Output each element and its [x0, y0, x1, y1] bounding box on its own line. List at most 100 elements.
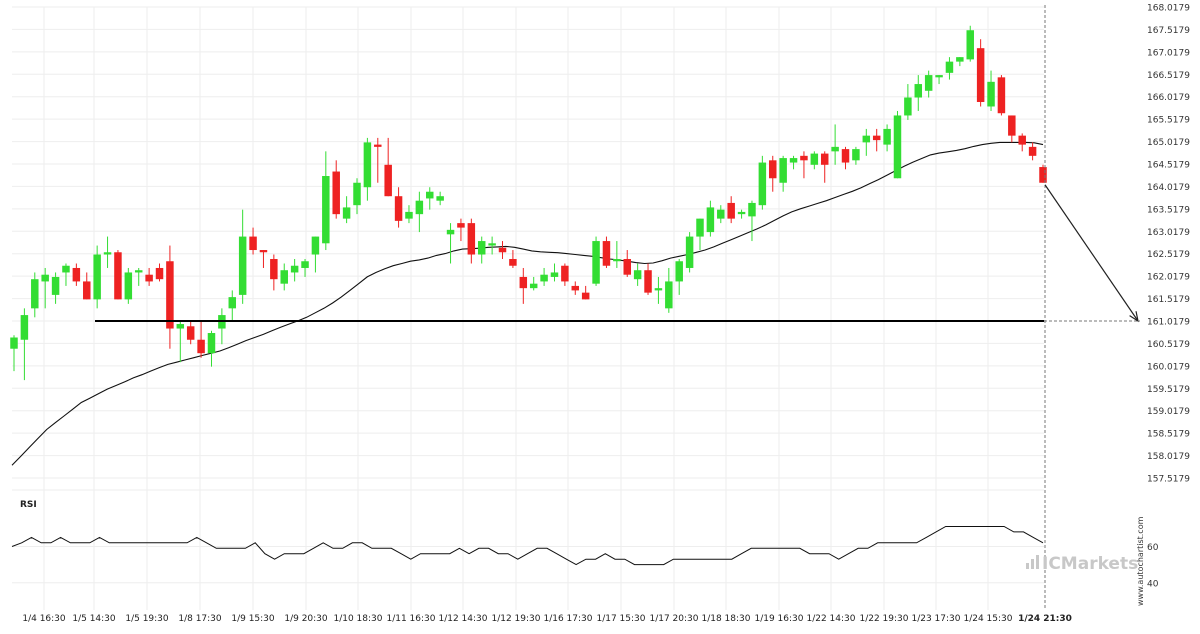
time-tick-label: 1/22 14:30 [806, 614, 855, 624]
candle-bullish [665, 281, 673, 309]
candle-bullish [103, 252, 112, 255]
time-tick-label: 1/16 17:30 [543, 614, 592, 624]
price-tick-label: 161.0179 [1147, 318, 1190, 328]
candle-bullish [696, 218, 704, 237]
candle-bullish [20, 315, 29, 340]
rsi-line [11, 526, 1044, 566]
candle-bullish [415, 200, 424, 215]
candle-bullish [748, 202, 756, 217]
watermark-logo-bar [1031, 559, 1034, 569]
time-tick-label: 1/12 19:30 [491, 614, 540, 624]
time-tick-label: 1/24 15:30 [963, 614, 1012, 624]
time-tick-label: 1/10 18:30 [333, 614, 382, 624]
candles [10, 25, 1047, 381]
price-tick-label: 167.5179 [1147, 26, 1190, 36]
candle-bullish [405, 211, 413, 219]
candle-bearish [769, 160, 777, 179]
price-tick-label: 162.0179 [1147, 273, 1190, 283]
candle-bearish [1028, 146, 1037, 156]
candle-bearish [602, 241, 611, 266]
time-tick-label: 1/17 15:30 [596, 614, 645, 624]
time-tick-label: 1/19 16:30 [754, 614, 803, 624]
price-tick-label: 166.5179 [1147, 71, 1190, 81]
candle-bullish [675, 261, 683, 282]
candle-bullish [654, 288, 663, 291]
candle-bearish [114, 252, 122, 300]
candle-bullish [633, 270, 642, 280]
candle-bearish [166, 261, 174, 329]
candle-bearish [1039, 167, 1047, 183]
price-tick-label: 161.5179 [1147, 295, 1190, 305]
candle-bearish [571, 285, 580, 291]
time-tick-label: 1/11 16:30 [386, 614, 435, 624]
time-tick-label: 1/5 14:30 [72, 614, 116, 624]
time-tick-label: 1/9 20:30 [284, 614, 328, 624]
candle-bullish [550, 272, 559, 277]
candle-bearish [561, 265, 569, 282]
candle-bearish [384, 164, 392, 197]
candle-bearish [997, 77, 1006, 114]
price-tick-label: 166.0179 [1147, 93, 1190, 103]
candle-bullish [540, 274, 548, 282]
candle-bullish [613, 259, 621, 262]
rsi-tick-label: 40 [1147, 579, 1159, 589]
candle-bearish [800, 155, 808, 161]
price-tick-label: 164.5179 [1147, 161, 1190, 171]
candle-bearish [72, 267, 81, 282]
time-tick-label-current: 1/24 21:30 [1018, 614, 1072, 624]
candle-bullish [945, 61, 954, 73]
time-tick-label: 1/8 17:30 [178, 614, 222, 624]
candle-bullish [62, 265, 70, 273]
time-tick-label: 1/17 20:30 [649, 614, 698, 624]
price-tick-label: 165.0179 [1147, 138, 1190, 148]
candle-bullish [488, 243, 496, 246]
candle-bullish [238, 236, 247, 295]
price-tick-label: 160.5179 [1147, 340, 1190, 350]
candle-bullish [311, 236, 320, 255]
candle-bullish [322, 176, 330, 244]
price-tick-label: 159.0179 [1147, 407, 1190, 417]
candle-bullish [363, 142, 372, 188]
candle-bullish [207, 333, 216, 354]
candle-bearish [1018, 135, 1026, 145]
time-tick-label: 1/12 14:30 [438, 614, 487, 624]
candle-bearish [841, 149, 850, 163]
candle-bullish [924, 75, 933, 91]
candle-bearish [259, 250, 268, 253]
candle-bullish [685, 236, 694, 268]
grid [12, 6, 1044, 610]
candle-bullish [290, 265, 299, 273]
watermark-logo-bar [1026, 563, 1029, 569]
candle-bullish [883, 128, 891, 145]
candle-bullish [31, 279, 39, 309]
candle-bullish [914, 84, 923, 98]
candle-bullish [176, 324, 185, 329]
autochartist-url: www.autochartist.com [1136, 516, 1145, 606]
projection-arrow-head [1129, 311, 1139, 323]
price-tick-label: 163.5179 [1147, 205, 1190, 215]
candle-bearish [186, 326, 195, 340]
candle-bullish [342, 207, 351, 219]
candle-bullish [41, 274, 49, 282]
candle-bullish [134, 270, 143, 273]
price-tick-label: 163.0179 [1147, 228, 1190, 238]
moving-average-line [11, 141, 1044, 466]
candle-bullish [436, 196, 444, 201]
candle-bullish [904, 97, 912, 116]
candle-bullish [810, 153, 819, 165]
candle-bearish [249, 236, 257, 251]
candle-bullish [737, 211, 746, 215]
candle-bearish [498, 247, 507, 253]
levels [95, 5, 1140, 610]
candle-bearish [83, 281, 91, 300]
price-tick-label: 158.0179 [1147, 452, 1190, 462]
candle-bullish [592, 241, 600, 284]
candle-bullish [852, 149, 860, 161]
candle-bearish [457, 223, 465, 228]
candle-bearish [976, 48, 985, 103]
candle-bullish [779, 158, 787, 183]
rsi-tick-label: 60 [1147, 543, 1159, 553]
candle-bearish [644, 270, 652, 293]
candle-bullish [10, 337, 18, 349]
